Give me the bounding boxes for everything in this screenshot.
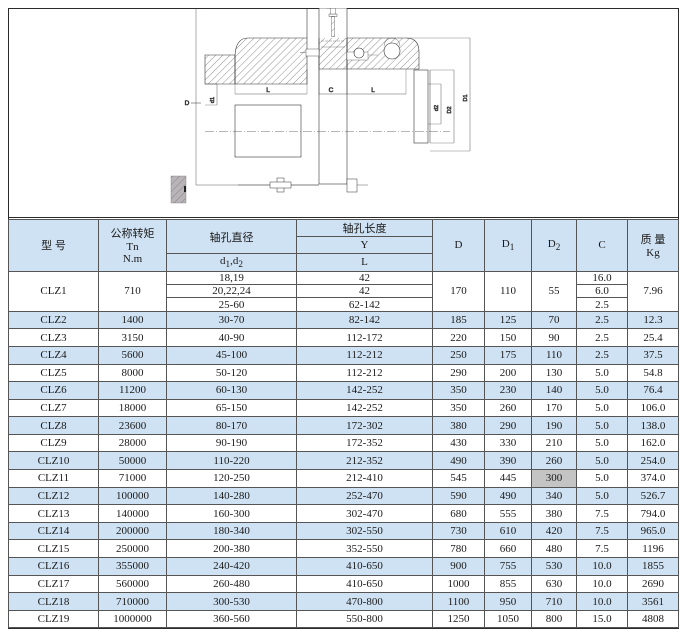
svg-text:d1: d1 (210, 97, 216, 103)
svg-text:L: L (266, 87, 270, 94)
svg-text:d2: d2 (434, 105, 440, 111)
svg-text:D1: D1 (463, 94, 469, 101)
svg-text:C: C (329, 87, 334, 94)
svg-text:L: L (371, 87, 375, 94)
svg-text:D: D (185, 100, 190, 107)
svg-text:D2: D2 (447, 106, 453, 113)
